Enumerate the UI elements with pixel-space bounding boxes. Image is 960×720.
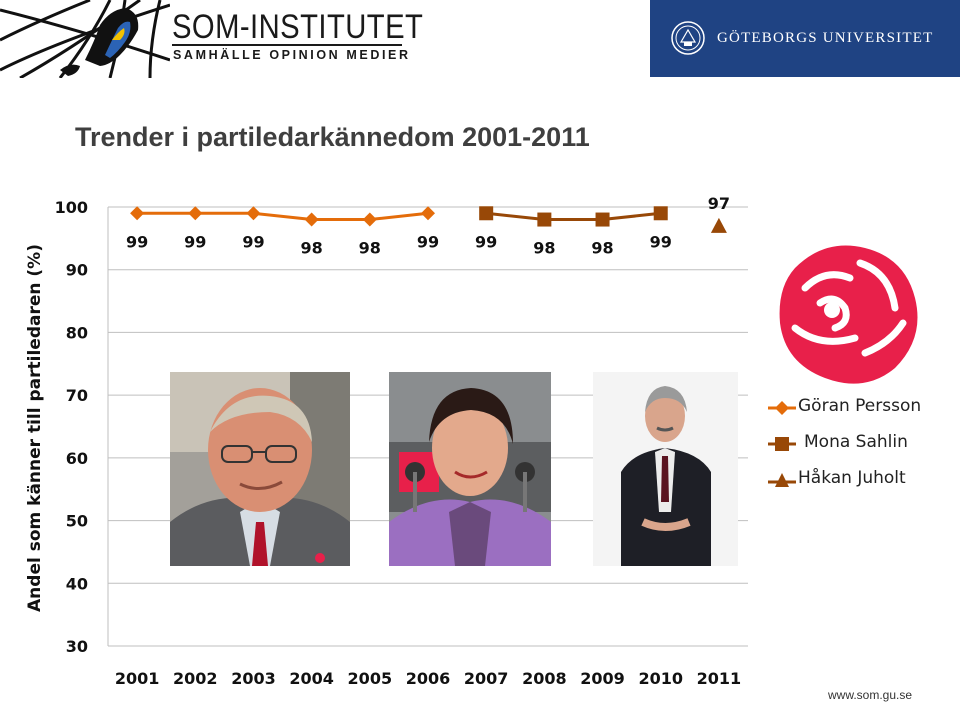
data-label: 98 <box>359 239 381 258</box>
photo-hakan-juholt <box>593 372 738 566</box>
data-label: 98 <box>591 239 613 258</box>
y-tick-label: 100 <box>55 198 88 217</box>
y-tick-label: 90 <box>66 261 88 280</box>
x-tick-label: 2002 <box>173 669 218 688</box>
map-globe-icon <box>0 0 171 80</box>
x-tick-label: 2007 <box>464 669 509 688</box>
x-tick-label: 2005 <box>348 669 393 688</box>
data-point <box>246 206 261 221</box>
y-tick-label: 50 <box>66 512 88 531</box>
legend-square-marker-icon <box>768 437 796 451</box>
footer-url: www.som.gu.se <box>828 688 913 702</box>
x-tick-label: 2010 <box>638 669 683 688</box>
y-tick-label: 60 <box>66 449 88 468</box>
x-tick-label: 2009 <box>580 669 625 688</box>
legend-label: Göran Persson <box>798 396 922 416</box>
som-divider <box>172 44 402 46</box>
data-point <box>537 212 552 227</box>
x-tick-label: 2008 <box>522 669 567 688</box>
legend-diamond-marker-icon <box>768 401 796 415</box>
slide-title: Trender i partiledarkännedom 2001-2011 <box>75 122 590 152</box>
data-label: 99 <box>184 232 206 251</box>
data-point <box>188 206 203 221</box>
data-label: 99 <box>475 232 497 251</box>
x-tick-label: 2003 <box>231 669 276 688</box>
data-point <box>595 212 610 227</box>
data-point <box>653 206 668 221</box>
photo-mona-sahlin <box>389 372 551 566</box>
chart-series <box>130 206 727 233</box>
x-tick-label: 2006 <box>406 669 451 688</box>
data-point <box>710 217 727 233</box>
data-point <box>304 212 319 227</box>
photo-goran-persson <box>170 372 350 566</box>
data-label: 99 <box>650 232 672 251</box>
rose-icon <box>779 245 918 384</box>
x-tick-label: 2004 <box>289 669 334 688</box>
y-tick-label: 40 <box>66 574 88 593</box>
university-name: GÖTEBORGS UNIVERSITET <box>717 30 934 46</box>
university-seal-icon <box>671 21 705 55</box>
x-tick-label: 2001 <box>115 669 160 688</box>
data-label: 99 <box>242 232 264 251</box>
legend-label: Håkan Juholt <box>798 468 906 488</box>
chart-axes: 30 40 50 60 70 80 90 100 2001 2002 2003 2004 2005 200… <box>55 198 742 688</box>
data-label: 98 <box>533 239 555 258</box>
data-point <box>362 212 377 227</box>
y-tick-label: 80 <box>66 323 88 342</box>
legend-triangle-marker-icon <box>768 473 796 487</box>
data-point <box>479 206 494 221</box>
som-logo: SOM-INSTITUTET SAMHÄLLE OPINION MEDIER <box>0 0 423 80</box>
data-point <box>421 206 435 221</box>
data-label: 99 <box>126 232 148 251</box>
series-line <box>137 211 429 222</box>
data-label: 98 <box>301 239 323 258</box>
som-subtitle: SAMHÄLLE OPINION MEDIER <box>173 48 411 62</box>
y-tick-label: 30 <box>66 637 88 656</box>
x-tick-label: 2011 <box>697 669 742 688</box>
data-point <box>130 206 145 221</box>
legend-label: Mona Sahlin <box>804 432 908 452</box>
y-tick-label: 70 <box>66 386 88 405</box>
data-label: 97 <box>708 194 730 213</box>
university-banner <box>650 0 960 77</box>
y-axis-title: Andel som känner till partiledaren (%) <box>25 244 45 612</box>
data-label: 99 <box>417 232 439 251</box>
series-line <box>486 211 661 222</box>
som-title: SOM-INSTITUTET <box>172 8 424 46</box>
chart-data-labels: 99 99 99 98 98 99 99 98 98 99 97 <box>126 194 730 258</box>
